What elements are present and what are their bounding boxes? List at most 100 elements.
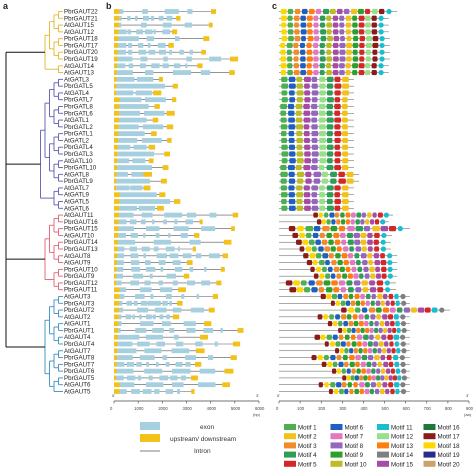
motif-box	[379, 321, 385, 327]
utr-block	[191, 389, 195, 394]
gene-label: AtGAUT10	[64, 232, 94, 239]
motif-box	[299, 246, 305, 252]
exon-block	[163, 219, 167, 225]
exon-block	[157, 43, 166, 48]
motif-box	[401, 375, 408, 381]
exon-block	[119, 300, 123, 306]
motif-box	[303, 76, 311, 82]
exon-block	[173, 63, 181, 69]
motif-box	[318, 103, 326, 110]
utr-block	[114, 192, 120, 198]
exon-block	[185, 355, 196, 360]
motif-box	[356, 327, 361, 334]
motif-box	[307, 22, 313, 28]
motif-box	[356, 212, 362, 218]
exon-block	[118, 138, 138, 143]
motif-box	[381, 334, 387, 340]
motif-legend-label: Motif 6	[345, 425, 364, 432]
exon-block	[119, 9, 124, 14]
motif-box	[372, 348, 377, 354]
motif-legend-swatch	[330, 442, 343, 449]
motif-box	[349, 388, 354, 395]
motif-box	[334, 164, 341, 171]
motif-box	[287, 103, 295, 110]
utr-block	[156, 205, 164, 211]
motif-box	[335, 253, 341, 259]
utr-block	[114, 117, 120, 123]
motif-box	[313, 63, 319, 69]
exon-block	[156, 253, 167, 259]
motif-box	[349, 354, 355, 361]
exon-block	[158, 49, 167, 55]
motif-box	[364, 321, 369, 327]
motif-box	[380, 300, 385, 306]
motif-box	[334, 198, 341, 205]
exon-block	[119, 22, 122, 28]
motif-box	[382, 348, 387, 354]
motif-box	[288, 178, 296, 184]
motif-box	[378, 22, 384, 28]
motif-box	[399, 354, 405, 361]
motif-box	[346, 171, 354, 177]
motif-box	[424, 307, 431, 313]
motif-box	[309, 253, 316, 259]
exon-block	[147, 300, 155, 306]
motif-box	[374, 246, 380, 252]
exon-block	[119, 382, 135, 388]
motif-legend-label: Motif 16	[438, 425, 461, 432]
motif-box	[350, 375, 355, 381]
motif-box	[371, 8, 378, 15]
motif-box	[346, 280, 353, 286]
motif-box	[387, 266, 393, 272]
motif-box	[386, 8, 392, 15]
motif-box	[313, 15, 319, 21]
motif-box	[380, 388, 385, 395]
motif-box	[345, 63, 351, 69]
exon-block	[116, 185, 130, 191]
exon-block	[117, 144, 131, 150]
motif-box	[369, 388, 374, 395]
gene-label: AtGATL2	[64, 137, 90, 144]
motif-box	[312, 232, 319, 239]
motif-box	[354, 388, 359, 395]
gs-axis-tick-label: 2000	[158, 406, 168, 411]
motif-box	[289, 287, 297, 293]
motif-box	[369, 287, 377, 293]
exon-block	[158, 15, 164, 21]
motif-box	[346, 314, 352, 320]
exon-block	[117, 165, 152, 170]
motif-box	[352, 42, 359, 49]
exon-block	[175, 341, 184, 347]
gs-axis-tick-label: 1000	[134, 406, 144, 411]
motif-box	[342, 354, 348, 361]
motif-box	[296, 151, 303, 157]
motif-box	[384, 321, 390, 327]
motif-box	[311, 83, 318, 89]
exon-block	[117, 253, 125, 259]
gene-label: PbrGAUT13	[64, 246, 98, 253]
motif-box	[326, 42, 332, 49]
motif-box	[311, 287, 318, 293]
utr-block	[114, 260, 118, 265]
motif-box	[344, 361, 349, 367]
motif-box	[334, 103, 341, 110]
motif-box	[293, 56, 299, 62]
motif-box	[361, 368, 366, 374]
motif-box	[324, 341, 329, 347]
exon-block	[119, 104, 149, 109]
motif-box	[380, 246, 387, 252]
motif-box	[385, 388, 390, 395]
motif-box	[367, 341, 373, 347]
motif-box	[362, 259, 368, 266]
motif-box	[369, 307, 376, 313]
motif-legend-swatch	[330, 460, 343, 467]
motif-box	[360, 239, 367, 245]
exon-block	[127, 29, 132, 35]
exon-block	[143, 233, 146, 238]
motif-box	[306, 15, 313, 21]
motif-box	[342, 198, 349, 205]
motif-box	[337, 293, 343, 300]
utr-block	[114, 233, 119, 238]
utr-block	[114, 15, 120, 21]
utr-block	[232, 212, 239, 218]
